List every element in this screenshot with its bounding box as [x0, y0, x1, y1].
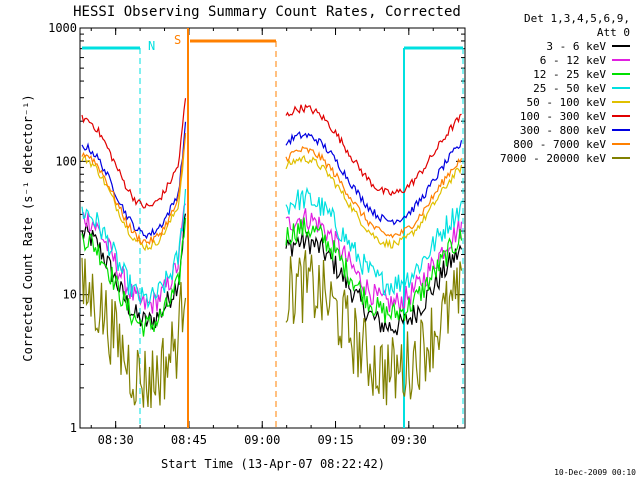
- y-tick-label: 1000: [48, 21, 77, 35]
- legend-label: 7000 - 20000 keV: [500, 152, 606, 165]
- y-tick-label: 10: [63, 288, 77, 302]
- series-line: [285, 230, 463, 336]
- series-8: [81, 132, 463, 245]
- x-tick-label: 09:00: [244, 433, 280, 447]
- series-line: [81, 203, 187, 314]
- y-axis-label: Corrected Count Rate (s⁻¹ detector⁻¹): [21, 94, 35, 361]
- legend-label: 800 - 7000 keV: [513, 138, 606, 151]
- date-stamp: 10-Dec-2009 00:10: [554, 468, 636, 477]
- legend-label: 100 - 300 keV: [520, 110, 606, 123]
- night-label: N: [148, 39, 155, 53]
- series-4: [81, 186, 463, 310]
- series-7: [81, 121, 463, 240]
- series-line: [81, 98, 187, 209]
- x-tick-label: 09:15: [317, 433, 353, 447]
- axis-ticks: 08:30 08:45 09:00 09:15 09:30 1 10 100 1000: [48, 21, 465, 447]
- plot-frame: [79, 27, 466, 429]
- legend-label: 3 - 6 keV: [546, 40, 606, 53]
- legend-label: 12 - 25 keV: [533, 68, 606, 81]
- series-line: [285, 186, 463, 296]
- x-tick-label: 09:30: [391, 433, 427, 447]
- series-line: [285, 104, 462, 197]
- legend-label: 300 - 800 keV: [520, 124, 606, 137]
- series-line: [285, 146, 463, 239]
- series-line: [285, 208, 463, 313]
- x-tick-label: 08:45: [171, 433, 207, 447]
- series-line: [285, 250, 463, 406]
- x-tick-label: 08:30: [98, 433, 134, 447]
- series-line: [81, 257, 187, 409]
- series-line: [81, 217, 187, 337]
- legend-label: 25 - 50 keV: [533, 82, 606, 95]
- legend-header-line1: Det 1,3,4,5,6,9,: [524, 12, 630, 25]
- legend-header-line2: Att 0: [597, 26, 630, 39]
- y-tick-label: 100: [55, 154, 77, 168]
- series-line: [81, 134, 187, 252]
- series-line: [81, 188, 187, 310]
- series-line: [81, 132, 187, 245]
- series-layer: [81, 98, 463, 409]
- saa-label: S: [174, 33, 181, 47]
- series-9: [81, 250, 463, 409]
- series-6: [81, 98, 462, 209]
- series-line: [285, 154, 463, 249]
- legend-label: 6 - 12 keV: [540, 54, 607, 67]
- chart-title: HESSI Observing Summary Count Rates, Cor…: [73, 4, 461, 20]
- y-tick-label: 1: [70, 421, 77, 435]
- series-line: [285, 131, 463, 226]
- legend-label: 50 - 100 keV: [527, 96, 607, 109]
- series-3: [81, 217, 463, 337]
- series-line: [285, 217, 463, 323]
- x-axis-label: Start Time (13-Apr-07 08:22:42): [161, 457, 385, 471]
- series-line: [81, 121, 187, 240]
